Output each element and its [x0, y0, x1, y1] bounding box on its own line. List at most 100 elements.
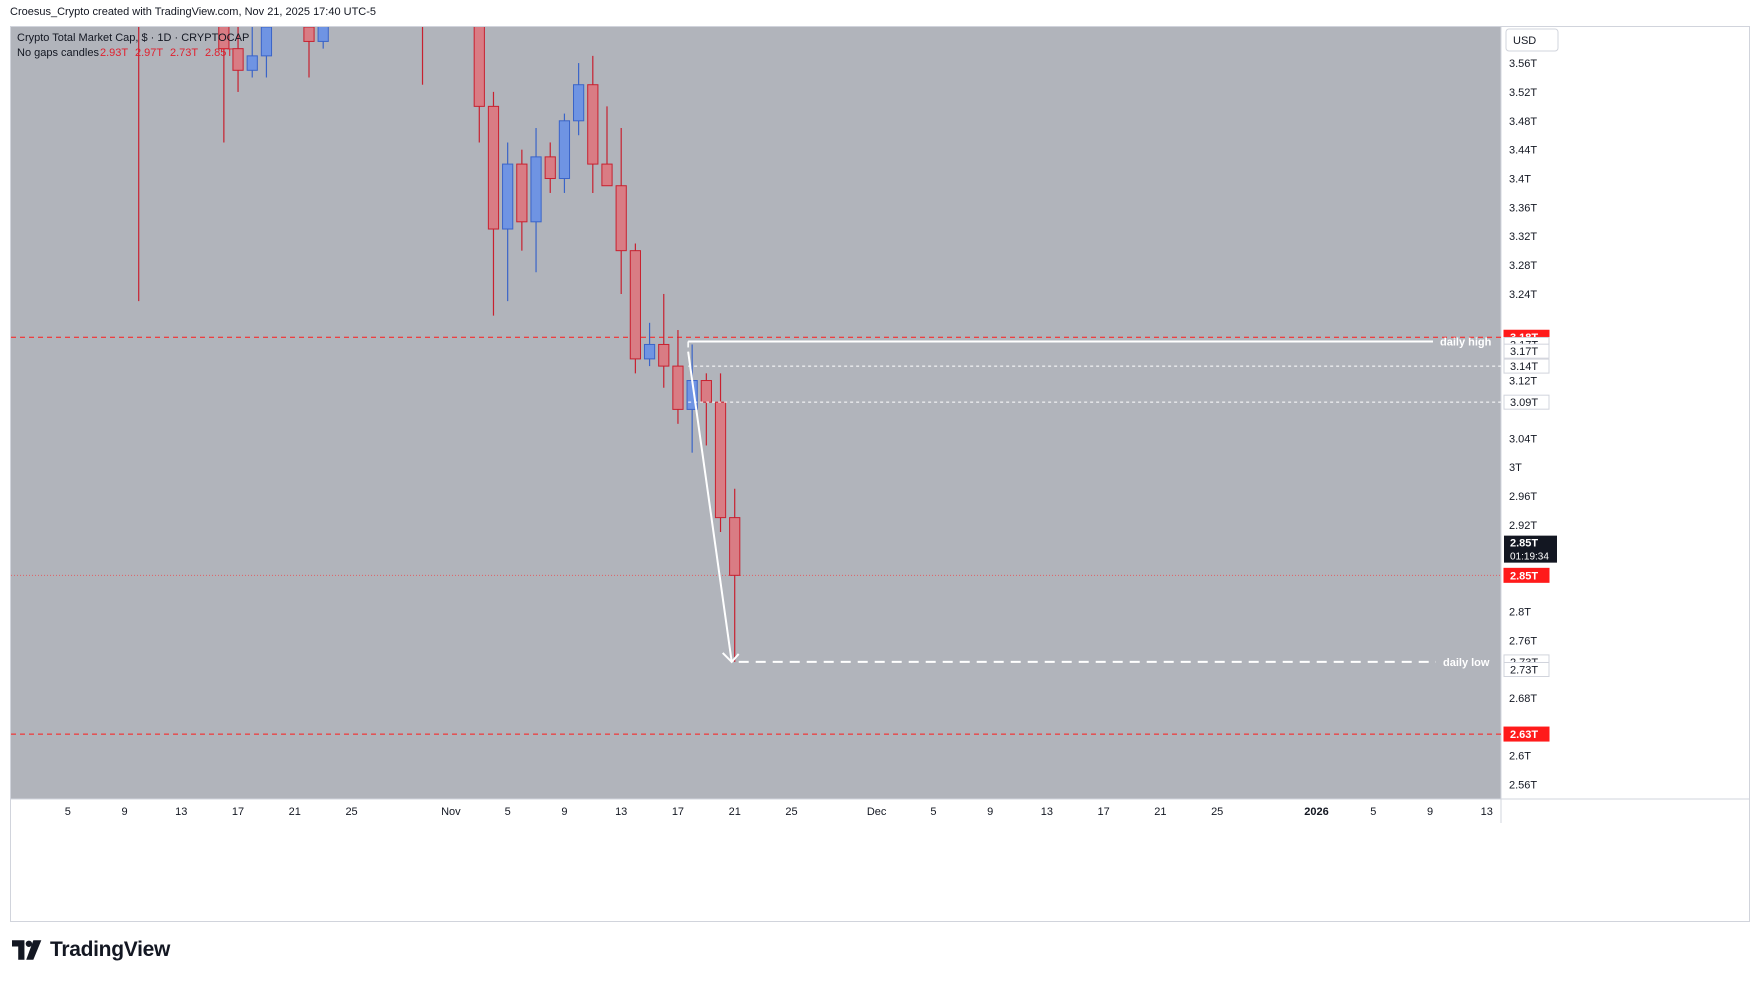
candle-body [530, 156, 542, 223]
time-tick-label: 5 [1370, 806, 1376, 818]
time-tick-label: 13 [1041, 806, 1053, 818]
candle [421, 27, 424, 85]
time-tick-label: 5 [505, 806, 511, 818]
time-tick-label: 2026 [1304, 806, 1328, 818]
price-tick-label: 3T [1509, 462, 1522, 474]
chart-frame: daily high daily low 3.56T 3.52T 3.48T 3.44T… [10, 26, 1750, 922]
price-tick-label: 3.52T [1509, 87, 1537, 99]
time-tick-label: 17 [672, 806, 684, 818]
candle-body [502, 163, 514, 230]
dashed-309-price-label: 3.09T [1510, 397, 1538, 409]
tradingview-wordmark: TradingView [50, 938, 171, 961]
price-tick-label: 3.56T [1509, 58, 1537, 70]
candle [218, 27, 230, 143]
candle-body [601, 163, 613, 187]
arrow-line [687, 351, 733, 663]
candle [516, 149, 528, 251]
last-price-label: 2.85T [1510, 538, 1538, 550]
candle [601, 106, 613, 187]
arrow-head-icon [722, 652, 740, 664]
currency-button-label: USD [1513, 35, 1536, 47]
legend-symbol[interactable]: Crypto Total Market Cap, $ · 1D · CRYPTO… [17, 32, 249, 44]
daily-low-label: daily low [1443, 657, 1490, 669]
time-tick-label: 25 [345, 806, 357, 818]
price-chart[interactable]: daily high daily low 3.56T 3.52T 3.48T 3.44T… [11, 27, 1749, 921]
horizontal-levels [11, 336, 1501, 735]
candle-body [714, 401, 727, 519]
low-price-label: 2.73T [1510, 664, 1538, 676]
legend-open: 2.93T [100, 47, 128, 59]
dashed-309-price-label-box [1503, 394, 1550, 410]
candle [317, 27, 329, 49]
candle-group [138, 27, 741, 662]
price-axis-background[interactable] [1501, 27, 1749, 799]
time-axis-background[interactable] [11, 799, 1749, 823]
daily-high-price-label: 3.17T [1510, 346, 1538, 358]
candle [487, 91, 500, 316]
price-tick-label: 3.04T [1509, 433, 1537, 445]
price-tick-label: 2.8T [1509, 606, 1531, 618]
candle-body [218, 27, 230, 50]
time-tick-label: 21 [729, 806, 741, 818]
time-tick-label: 5 [65, 806, 71, 818]
time-tick-label: 17 [232, 806, 244, 818]
candle [643, 322, 656, 367]
candle-body [232, 48, 244, 71]
candle-body [615, 185, 627, 252]
tradingview-logo[interactable]: TradingView [12, 938, 170, 962]
dashed-314-price-label: 3.14T [1510, 361, 1538, 373]
candle [615, 128, 627, 294]
time-tick-label: 9 [1427, 806, 1433, 818]
candle-body [558, 120, 571, 180]
time-tick-label: Nov [441, 806, 461, 818]
countdown-label: 01:19:34 [1510, 552, 1549, 563]
time-tick-label: 25 [785, 806, 797, 818]
time-tick-label: 9 [121, 806, 127, 818]
legend-close: 2.85T [205, 47, 233, 59]
red-low-price-label-box [1503, 726, 1550, 742]
candle-body [516, 163, 528, 223]
candle-body [487, 105, 500, 230]
price-tick-label: 3.32T [1509, 231, 1537, 243]
time-tick-label: 13 [1481, 806, 1493, 818]
price-tick-label: 2.68T [1509, 693, 1537, 705]
candle [629, 243, 641, 374]
candle [260, 27, 273, 78]
daily-high-price-label-box [1503, 343, 1550, 359]
time-tick-label: 9 [561, 806, 567, 818]
candle-body [729, 517, 741, 576]
legend-high: 2.97T [135, 47, 163, 59]
candle-body [643, 343, 656, 360]
candle-body [573, 84, 585, 122]
candle [573, 63, 585, 136]
price-tick-label: 2.6T [1509, 751, 1531, 763]
last-price-box [1504, 535, 1557, 563]
time-tick-label: 17 [1098, 806, 1110, 818]
price-tick-label: 3.4T [1509, 174, 1531, 186]
candle-body [544, 156, 556, 180]
price-axis-ticks: 3.56T 3.52T 3.48T 3.44T 3.4T 3.36T 3.32T 3.28T 3… [1509, 58, 1537, 791]
candle [729, 488, 741, 662]
currency-button[interactable]: USD [1505, 28, 1559, 52]
candle [558, 113, 571, 193]
candle-body [658, 343, 670, 367]
tradingview-logo-icon [12, 940, 42, 960]
candle-body [303, 27, 315, 42]
time-tick-label: 21 [1154, 806, 1166, 818]
time-tick-label: 5 [930, 806, 936, 818]
time-tick-label: 13 [615, 806, 627, 818]
price-tick-label: 3.24T [1509, 289, 1537, 301]
price-tick-label: 2.56T [1509, 780, 1537, 792]
candle [138, 27, 140, 302]
candle [502, 142, 514, 302]
candle-body [246, 55, 258, 71]
time-tick-label: 21 [289, 806, 301, 818]
price-tick-label: 3.36T [1509, 202, 1537, 214]
candle-body [587, 84, 599, 165]
candle [544, 142, 556, 193]
legend-candles-label: No gaps candles [17, 47, 99, 59]
candle-body [629, 250, 641, 360]
price-tick-label: 2.76T [1509, 635, 1537, 647]
time-axis-ticks: 5 9 13 17 21 25 Nov 5 9 13 17 21 25 Dec 5 9 13 17 21 25 2026… [65, 806, 1493, 818]
red-low-price-label: 2.63T [1510, 729, 1538, 741]
